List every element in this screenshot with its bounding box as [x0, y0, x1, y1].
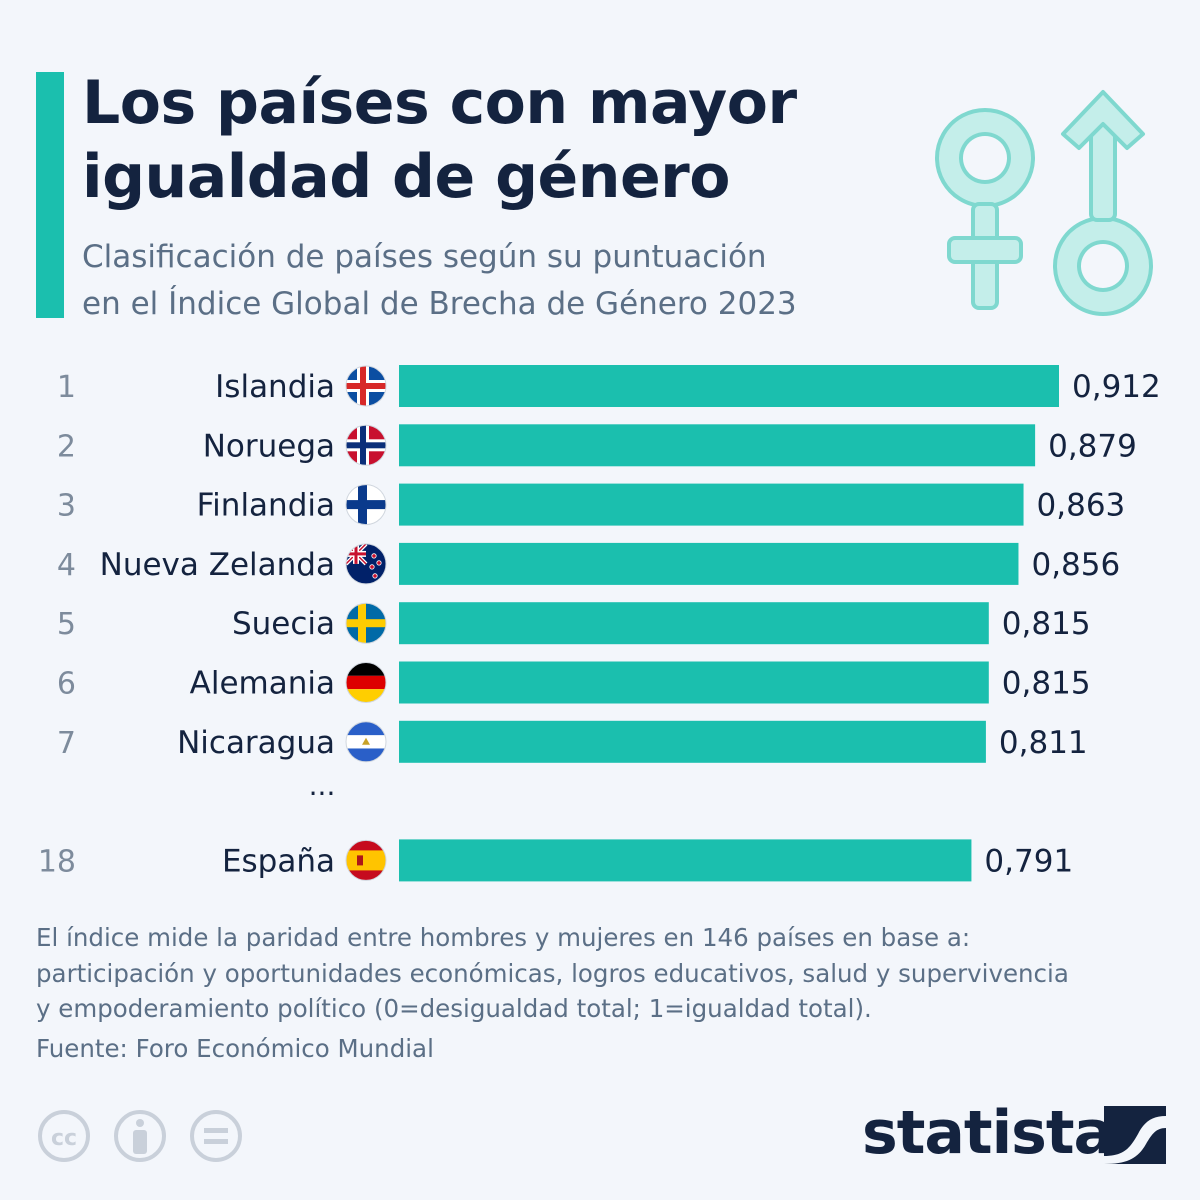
footnote: El índice mide la paridad entre hombres …: [36, 920, 1176, 1027]
sweden-flag-icon: [345, 602, 387, 644]
accent-bar: [36, 72, 64, 318]
value-label: 0,863: [1037, 488, 1126, 524]
bar: [399, 602, 989, 645]
bar-row: 3 Finlandia 0,863: [57, 483, 1126, 526]
bar: [399, 483, 1024, 526]
bar-row: 1 Islandia 0,912: [57, 365, 1161, 407]
rank-label: 1: [57, 370, 76, 405]
country-label: Suecia: [232, 606, 335, 642]
title-line-1: Los países con mayor: [82, 68, 797, 138]
gender-symbols-icon: [935, 90, 1153, 316]
chart-title: Los países con mayor igualdad de género: [82, 66, 902, 214]
bar-row: 2 Noruega 0,879: [57, 424, 1137, 467]
bar: [399, 661, 989, 704]
statista-logo-icon[interactable]: [1104, 1106, 1166, 1164]
finland-flag-icon: [345, 484, 387, 526]
country-label: Alemania: [190, 666, 335, 702]
footnote-line-1: El índice mide la paridad entre hombres …: [36, 923, 971, 952]
value-label: 0,912: [1072, 369, 1161, 405]
bar: [399, 542, 1019, 585]
value-label: 0,815: [1002, 666, 1091, 702]
value-label: 0,811: [999, 725, 1088, 761]
source-note: Fuente: Foro Económico Mundial: [36, 1034, 434, 1063]
country-label: Finlandia: [197, 488, 335, 524]
value-label: 0,879: [1048, 428, 1137, 464]
bar-row: 18 España 0,791: [38, 839, 1073, 882]
no-derivatives-icon[interactable]: [190, 1110, 242, 1162]
germany-flag-icon: [345, 662, 387, 703]
country-label: Nicaragua: [177, 725, 335, 761]
rank-label: 18: [38, 844, 76, 879]
bar-row: 6 Alemania 0,815: [57, 661, 1091, 704]
bar: [399, 839, 972, 882]
ellipsis: ...: [309, 769, 336, 802]
rank-label: 4: [57, 548, 76, 583]
new-zealand-flag-icon: [345, 543, 387, 585]
bar-row: 4 Nueva Zelanda 0,856: [57, 542, 1120, 585]
rank-label: 2: [57, 429, 76, 464]
bar: [399, 720, 986, 763]
bar-chart: 1 Islandia 0,912 2 Noruega 0,879 3 Finlandia 0,8…: [38, 365, 1161, 882]
norway-flag-icon: [345, 424, 387, 466]
value-label: 0,791: [984, 843, 1073, 879]
bar: [399, 424, 1036, 467]
attribution-icon[interactable]: [114, 1110, 166, 1162]
bar: [399, 365, 1059, 407]
iceland-flag-icon: [345, 365, 387, 407]
country-label: Nueva Zelanda: [100, 547, 335, 583]
bar-row: 5 Suecia 0,815: [57, 602, 1091, 645]
rank-label: 3: [57, 489, 76, 524]
subtitle-line-1: Clasificación de países según su puntuac…: [82, 239, 767, 275]
nicaragua-flag-icon: [345, 721, 387, 763]
spain-flag-icon: [345, 839, 387, 881]
footnote-line-3: y empoderamiento político (0=desigualdad…: [36, 994, 872, 1023]
rank-label: 7: [57, 726, 76, 761]
footnote-line-2: participación y oportunidades económicas…: [36, 958, 1069, 988]
value-label: 0,856: [1031, 547, 1120, 583]
country-label: Islandia: [215, 369, 335, 405]
license-icons[interactable]: cc: [36, 1108, 246, 1164]
country-label: España: [222, 843, 335, 879]
svg-text:cc: cc: [51, 1126, 77, 1151]
rank-label: 6: [57, 667, 76, 702]
title-line-2: igualdad de género: [82, 142, 730, 212]
brand-name[interactable]: statista: [862, 1098, 1114, 1168]
chart-subtitle: Clasificación de países según su puntuac…: [82, 234, 942, 328]
cc-icon[interactable]: cc: [38, 1110, 90, 1162]
subtitle-line-2: en el Índice Global de Brecha de Género …: [82, 286, 797, 322]
rank-label: 5: [57, 607, 76, 642]
value-label: 0,815: [1002, 606, 1091, 642]
bar-row: 7 Nicaragua 0,811: [57, 720, 1088, 763]
country-label: Noruega: [203, 428, 335, 464]
